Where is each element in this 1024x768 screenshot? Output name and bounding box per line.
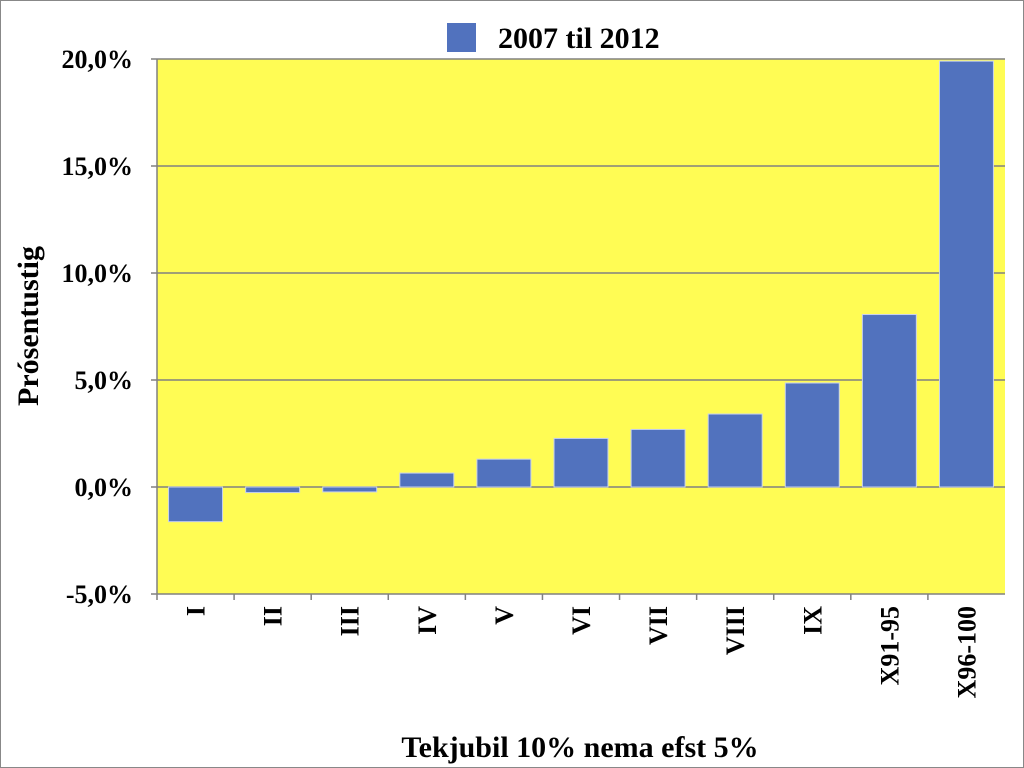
x-axis-label: Tekjubil 10% nema efst 5% xyxy=(401,731,758,764)
bar-VII xyxy=(630,428,686,488)
bar-I xyxy=(168,486,224,523)
y-tick-label: 0,0% xyxy=(75,473,134,502)
bar-II xyxy=(245,486,301,494)
x-tick-label: II xyxy=(259,606,288,626)
x-tick-label: V xyxy=(490,606,519,625)
x-tick-label: III xyxy=(336,606,365,636)
bar-X96-100 xyxy=(938,60,994,488)
x-tick-label: X96-100 xyxy=(952,606,981,698)
y-tick-label: 10,0% xyxy=(62,259,134,288)
y-tick-label: 15,0% xyxy=(62,152,134,181)
x-tick-label: X91-95 xyxy=(875,606,904,685)
bar-X91-95 xyxy=(861,314,917,488)
bar-IV xyxy=(399,472,455,488)
bar-VI xyxy=(553,437,609,488)
y-tick-label: 20,0% xyxy=(62,45,134,74)
x-tick-label: VII xyxy=(644,606,673,645)
x-tick-label: VI xyxy=(567,606,596,635)
y-axis-label: Prósentustig xyxy=(12,246,45,406)
legend-swatch xyxy=(447,23,476,52)
y-tick-label: -5,0% xyxy=(66,580,133,609)
legend-label: 2007 til 2012 xyxy=(498,22,660,55)
bar-VIII xyxy=(707,413,763,488)
bar-IX xyxy=(784,382,840,488)
y-tick-label: 5,0% xyxy=(75,366,134,395)
x-tick-label: IX xyxy=(798,606,827,635)
bar-III xyxy=(322,486,378,493)
x-tick-label: I xyxy=(182,606,211,616)
x-tick-label: IV xyxy=(413,606,442,635)
x-tick-label: VIII xyxy=(721,606,750,655)
bar-V xyxy=(476,458,532,488)
